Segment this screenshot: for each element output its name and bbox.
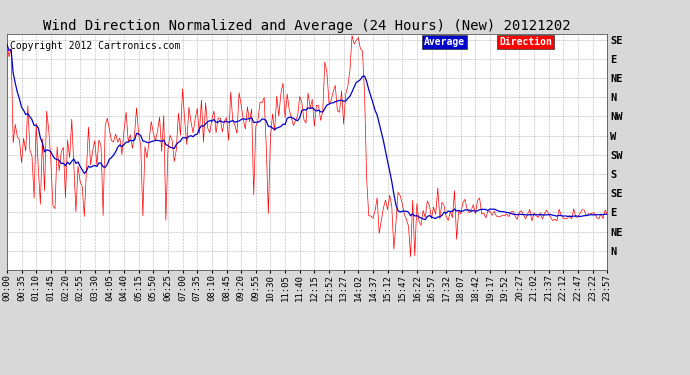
Text: Copyright 2012 Cartronics.com: Copyright 2012 Cartronics.com: [10, 41, 180, 51]
Title: Wind Direction Normalized and Average (24 Hours) (New) 20121202: Wind Direction Normalized and Average (2…: [43, 19, 571, 33]
Text: Direction: Direction: [499, 37, 552, 47]
Text: Average: Average: [424, 37, 465, 47]
